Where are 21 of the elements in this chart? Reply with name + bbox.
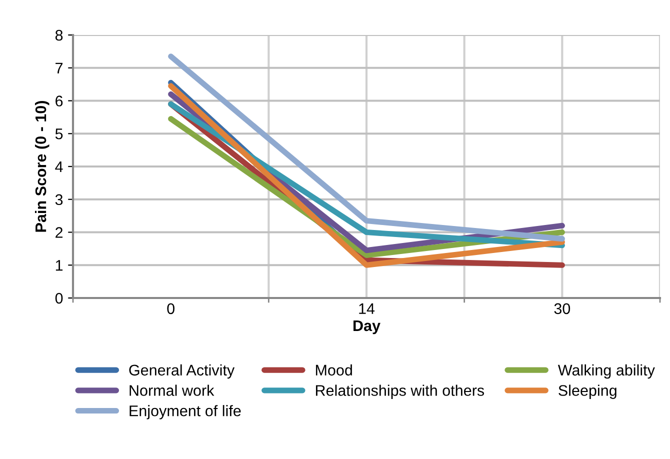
legend-label: Mood xyxy=(316,364,352,376)
y-tick-label: 4 xyxy=(55,162,63,172)
y-tick-label: 7 xyxy=(56,62,63,74)
x-tick-label: 30 xyxy=(554,303,570,314)
y-tick-label: 5 xyxy=(55,128,63,140)
y-tick-label: 2 xyxy=(56,227,63,238)
x-tick-label: 14 xyxy=(359,303,375,314)
x-axis-title: Day xyxy=(354,320,380,334)
y-tick-label: 1 xyxy=(56,260,63,271)
y-tick-label: 6 xyxy=(56,96,63,106)
y-axis-title: Pain Score (0 - 10) xyxy=(34,101,50,232)
x-tick-label: 0 xyxy=(167,303,174,314)
legend-label: Enjoyment of life xyxy=(130,405,241,420)
legend-label: Normal work xyxy=(130,384,214,396)
legend-label: Walking ability xyxy=(558,364,655,379)
y-tick-label: 3 xyxy=(55,194,63,206)
legend-label: General Activity xyxy=(129,364,235,379)
legend-label: Sleeping xyxy=(558,384,616,399)
y-tick-label: 0 xyxy=(55,292,63,304)
legend-label: Relationships with others xyxy=(316,384,484,399)
y-tick-label: 8 xyxy=(55,30,63,41)
